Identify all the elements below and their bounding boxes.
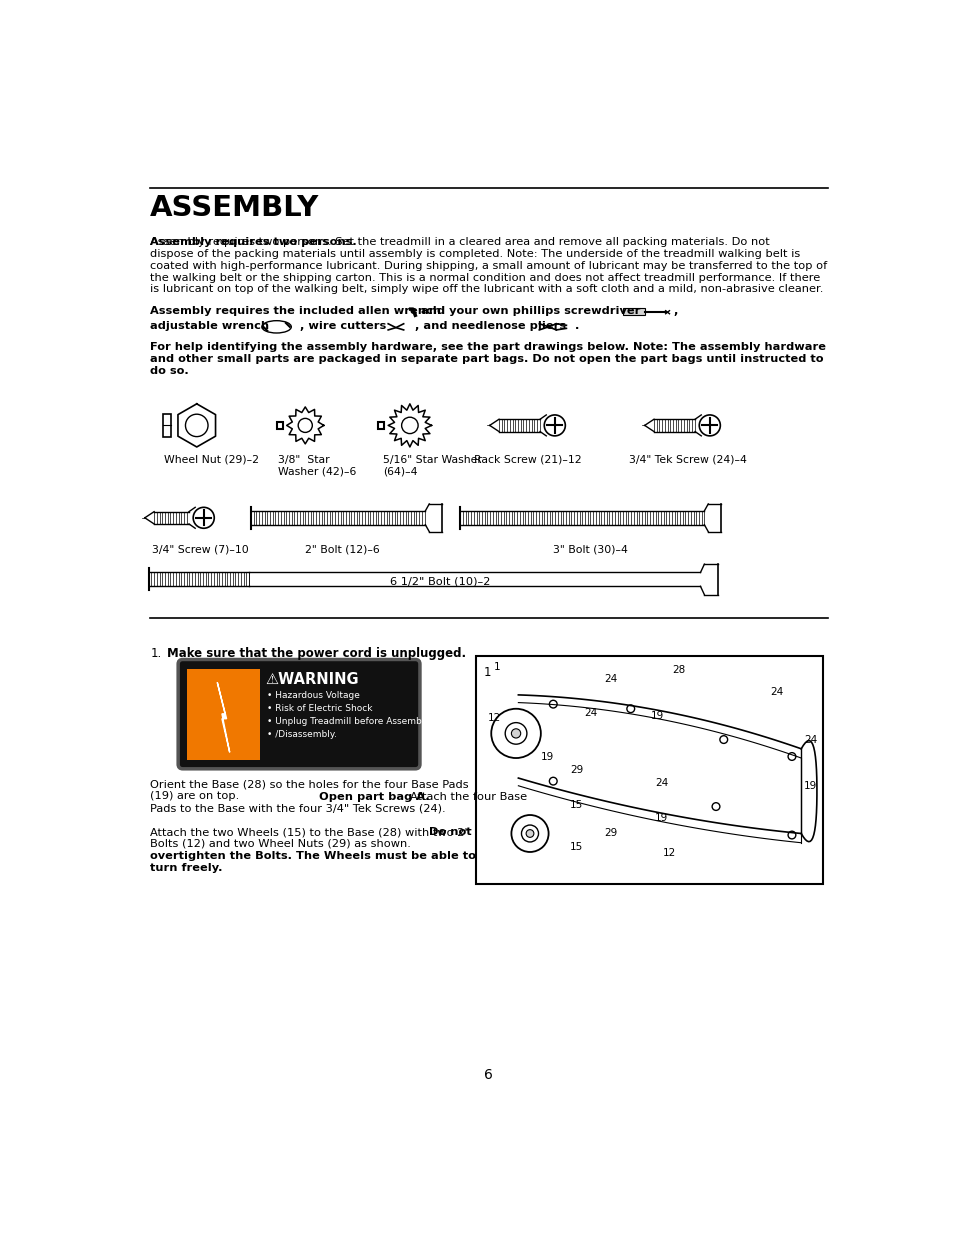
Text: ⚠WARNING: ⚠WARNING [266, 672, 359, 687]
Text: ASSEMBLY: ASSEMBLY [150, 194, 319, 222]
Circle shape [525, 830, 534, 837]
Text: • Unplug Treadmill before Assembly: • Unplug Treadmill before Assembly [267, 718, 430, 726]
Text: 1: 1 [483, 666, 491, 679]
Text: is lubricant on top of the walking belt, simply wipe off the lubricant with a so: is lubricant on top of the walking belt,… [150, 284, 822, 294]
Text: • Hazardous Voltage: • Hazardous Voltage [267, 692, 360, 700]
Text: 19: 19 [655, 813, 668, 823]
Text: Assembly requires two persons. Set the treadmill in a cleared area and remove al: Assembly requires two persons. Set the t… [150, 237, 769, 247]
Text: 12: 12 [662, 847, 676, 858]
Text: ,: , [673, 306, 677, 316]
Text: 19: 19 [539, 752, 553, 762]
Text: 19: 19 [803, 781, 817, 790]
Text: Make sure that the power cord is unplugged.: Make sure that the power cord is unplugg… [167, 647, 466, 661]
Text: dispose of the packing materials until assembly is completed. Note: The undersid: dispose of the packing materials until a… [150, 248, 800, 258]
Text: • Risk of Electric Shock: • Risk of Electric Shock [267, 704, 373, 713]
Bar [622, 309, 644, 315]
Text: Orient the Base (28) so the holes for the four Base Pads
(19) are on top.: Orient the Base (28) so the holes for th… [150, 779, 468, 802]
Text: Open part bag A.: Open part bag A. [319, 792, 430, 802]
Text: the walking belt or the shipping carton. This is a normal condition and does not: the walking belt or the shipping carton.… [150, 273, 820, 283]
Text: Do not: Do not [429, 827, 472, 837]
Text: .: . [575, 321, 578, 331]
Text: 19: 19 [651, 711, 664, 721]
Bar [276, 422, 282, 429]
Text: 3/8"  Star
Washer (42)–6: 3/8" Star Washer (42)–6 [278, 454, 356, 477]
Bar [187, 668, 259, 760]
Text: 12: 12 [487, 713, 500, 722]
Text: 24: 24 [655, 778, 668, 788]
Text: 29: 29 [604, 829, 618, 839]
Text: Pads to the Base with the four 3/4" Tek Screws (24).: Pads to the Base with the four 3/4" Tek … [150, 804, 445, 814]
Text: 6 1/2" Bolt (10)–2: 6 1/2" Bolt (10)–2 [390, 577, 491, 587]
Polygon shape [217, 683, 230, 752]
Text: do so.: do so. [150, 366, 189, 377]
Text: , and needlenose pliers: , and needlenose pliers [415, 321, 566, 331]
Text: overtighten the Bolts. The Wheels must be able to: overtighten the Bolts. The Wheels must b… [150, 851, 476, 861]
Text: and your own phillips screwdriver: and your own phillips screwdriver [421, 306, 640, 316]
Text: 24: 24 [769, 687, 782, 697]
Text: Attach the four Base: Attach the four Base [410, 792, 526, 802]
Text: Attach the two Wheels (15) to the Base (28) with two 2"
Bolts (12) and two Wheel: Attach the two Wheels (15) to the Base (… [150, 827, 470, 848]
Text: 28: 28 [672, 666, 684, 676]
Text: 2" Bolt (12)–6: 2" Bolt (12)–6 [305, 545, 379, 555]
Text: , wire cutters: , wire cutters [299, 321, 386, 331]
Text: turn freely.: turn freely. [150, 863, 222, 873]
Text: Rack Screw (21)–12: Rack Screw (21)–12 [474, 454, 581, 464]
Circle shape [511, 729, 520, 739]
Text: 3" Bolt (30)–4: 3" Bolt (30)–4 [553, 545, 627, 555]
Text: 6: 6 [484, 1068, 493, 1082]
Bar [476, 656, 822, 883]
Text: 24: 24 [583, 709, 597, 719]
Text: For help identifying the assembly hardware, see the part drawings below. Note: T: For help identifying the assembly hardwa… [150, 342, 825, 352]
Text: 5/16" Star Washer
(64)–4: 5/16" Star Washer (64)–4 [382, 454, 481, 477]
Text: 3/4" Screw (7)–10: 3/4" Screw (7)–10 [152, 545, 249, 555]
Text: Wheel Nut (29)–2: Wheel Nut (29)–2 [164, 454, 259, 464]
Text: and other small parts are packaged in separate part bags. Do not open the part b: and other small parts are packaged in se… [150, 354, 822, 364]
Text: adjustable wrench: adjustable wrench [150, 321, 269, 331]
Text: 3/4" Tek Screw (24)–4: 3/4" Tek Screw (24)–4 [629, 454, 746, 464]
Text: Assembly requires two persons.: Assembly requires two persons. [150, 237, 356, 247]
Bar [163, 414, 171, 437]
Text: 29: 29 [569, 766, 582, 776]
Text: 24: 24 [604, 674, 618, 684]
Text: 1: 1 [494, 662, 500, 672]
Bar [377, 421, 384, 430]
Text: 15: 15 [569, 800, 582, 810]
FancyBboxPatch shape [178, 659, 419, 769]
Text: coated with high-performance lubricant. During shipping, a small amount of lubri: coated with high-performance lubricant. … [150, 261, 826, 270]
Text: Assembly requires the included allen wrench: Assembly requires the included allen wre… [150, 306, 441, 316]
Text: 15: 15 [569, 842, 582, 852]
Text: 24: 24 [803, 735, 817, 745]
Text: • /Disassembly.: • /Disassembly. [267, 730, 336, 740]
Text: 1.: 1. [150, 647, 161, 661]
